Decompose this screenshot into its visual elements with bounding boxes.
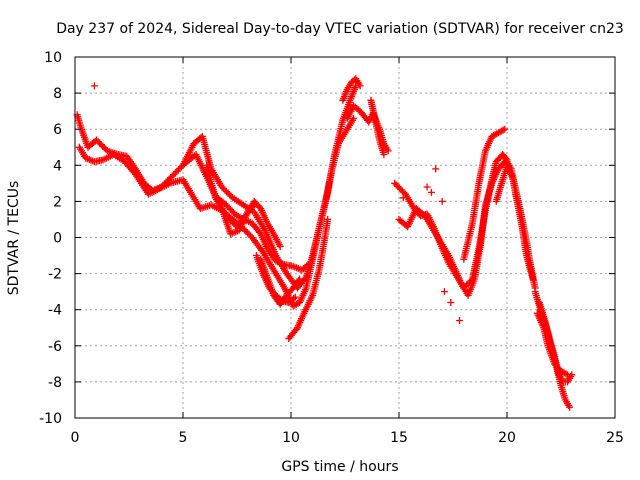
y-tick-label: -4 [48, 303, 62, 319]
data-point [392, 181, 400, 189]
x-axis-title: GPS time / hours [281, 459, 398, 475]
y-tick-label: -2 [48, 267, 62, 283]
data-point [423, 183, 431, 191]
data-point [303, 262, 311, 270]
data-point [394, 182, 402, 190]
data-point [244, 229, 251, 237]
data-point [296, 275, 304, 283]
y-tick-label: 4 [53, 158, 62, 174]
data-point [380, 151, 388, 158]
data-point [99, 142, 107, 150]
data-point [566, 403, 574, 411]
x-tick-label: 10 [282, 430, 300, 446]
data-point [90, 82, 98, 90]
data-point [438, 197, 446, 205]
data-point [173, 168, 181, 175]
data-point [447, 299, 455, 306]
data-point [221, 186, 229, 194]
data-point [356, 82, 364, 90]
x-tick-label: 15 [390, 430, 408, 446]
x-tick-label: 20 [498, 430, 516, 446]
data-point [218, 183, 226, 191]
data-point [171, 169, 179, 177]
chart-title: Day 237 of 2024, Sidereal Day-to-day VTE… [56, 21, 624, 37]
y-tick-label: 8 [53, 86, 62, 102]
data-point [304, 261, 312, 269]
data-point [395, 184, 403, 192]
data-point [324, 215, 332, 223]
data-point [165, 175, 173, 183]
data-point [427, 188, 435, 196]
x-tick-label: 0 [71, 430, 80, 446]
x-tick-label: 5 [179, 430, 188, 446]
y-tick-label: -8 [48, 375, 62, 391]
data-series-sdtvar [73, 75, 576, 411]
data-point [96, 139, 104, 147]
data-point [245, 230, 253, 238]
data-point [295, 277, 303, 284]
data-point [391, 179, 399, 187]
y-tick-label: 0 [53, 231, 62, 247]
y-tick-label: 10 [44, 50, 62, 66]
data-point [226, 191, 234, 199]
data-point [97, 141, 105, 149]
data-point [291, 293, 299, 301]
data-point [350, 114, 358, 122]
data-point [499, 126, 507, 134]
data-point [223, 188, 230, 196]
y-tick-label: 6 [53, 122, 62, 138]
y-tick-label: -6 [48, 339, 62, 355]
data-point [170, 171, 178, 179]
y-axis-title: SDTVAR / TECUs [6, 181, 22, 296]
data-point [224, 189, 232, 197]
data-point [440, 288, 448, 296]
y-tick-label: -10 [39, 411, 62, 427]
data-point [399, 194, 407, 202]
data-point [456, 317, 463, 324]
data-point [398, 187, 406, 195]
data-point [93, 136, 101, 144]
data-point [228, 218, 236, 226]
data-point [501, 125, 509, 133]
y-tick-labels: -10 -8 -6 -4 -2 0 2 4 6 8 10 [39, 50, 62, 427]
data-point [276, 243, 284, 250]
data-point [100, 144, 108, 152]
data-point [176, 164, 184, 172]
data-point [94, 138, 102, 146]
data-point [174, 166, 182, 174]
data-point [432, 165, 440, 173]
data-point [290, 294, 298, 302]
data-point [167, 174, 175, 182]
data-point [529, 275, 537, 283]
data-point [562, 370, 570, 378]
data-point [242, 227, 250, 235]
data-point [219, 185, 227, 192]
x-tick-label: 25 [606, 430, 624, 446]
y-tick-label: 2 [53, 194, 62, 210]
data-point [564, 371, 571, 379]
axis-ticks [74, 56, 616, 419]
data-point [168, 172, 176, 180]
data-point [250, 201, 258, 209]
data-point [397, 186, 405, 193]
data-point [249, 203, 257, 210]
x-tick-labels: 0 5 10 15 20 25 [71, 430, 624, 446]
